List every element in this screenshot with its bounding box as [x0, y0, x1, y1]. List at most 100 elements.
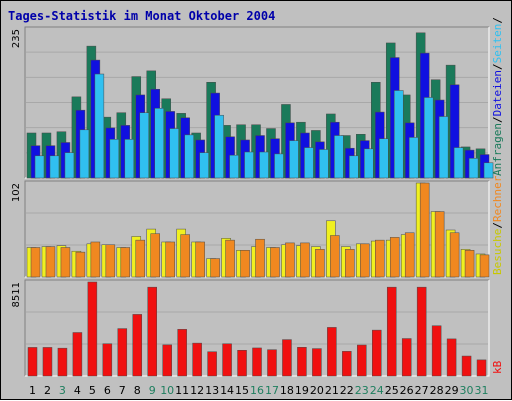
bar-kb-31: [476, 359, 487, 377]
bar-rechner-5: [90, 241, 101, 278]
bar-kb-26: [401, 338, 412, 377]
plot-bevel-dark-top: [24, 26, 489, 178]
bar-rechner-20: [315, 249, 325, 278]
bar-kb-22: [342, 351, 352, 377]
bar-rechner-11: [180, 234, 190, 278]
bar-rechner-27: [419, 182, 430, 278]
bar-seiten-25: [393, 90, 404, 179]
bar-seiten-7: [124, 139, 135, 179]
series-rechner: [30, 182, 490, 278]
bar-seiten-12: [199, 152, 209, 179]
bar-kb-12: [192, 342, 202, 377]
bar-kb-1: [27, 347, 38, 377]
day-label-9: 9: [149, 384, 156, 397]
bar-seiten-23: [364, 148, 374, 179]
legend-seiten: Seiten: [491, 24, 504, 64]
y-max-label-bottom: 8511: [11, 282, 22, 307]
bar-kb-21: [327, 327, 337, 377]
bar-kb-11: [177, 329, 187, 377]
bar-kb-30: [461, 355, 472, 377]
bar-rechner-22: [345, 249, 355, 278]
bar-kb-16: [252, 347, 262, 377]
bar-kb-18: [282, 339, 292, 377]
bar-seiten-26: [408, 137, 419, 179]
bar-kb-3: [57, 347, 68, 377]
bar-rechner-1: [30, 247, 41, 278]
legend-rechner: Rechner: [491, 175, 504, 222]
bar-kb-19: [297, 347, 307, 377]
bar-rechner-29: [449, 232, 460, 278]
bar-rechner-8: [135, 239, 146, 278]
bar-kb-8: [132, 314, 143, 377]
bar-rechner-14: [225, 239, 235, 278]
bar-rechner-25: [389, 237, 400, 278]
bar-rechner-28: [434, 211, 445, 278]
bar-rechner-18: [285, 242, 295, 278]
day-label-27: 27: [415, 384, 429, 397]
bar-kb-17: [267, 349, 277, 377]
legend-kb: kB: [491, 360, 504, 374]
bar-seiten-1: [34, 155, 45, 179]
bar-rechner-16: [255, 238, 265, 278]
legend-bottom: kB: [491, 360, 504, 374]
y-max-label-top: 235: [11, 29, 22, 48]
bar-rechner-4: [75, 251, 86, 278]
bar-seiten-8: [139, 112, 150, 179]
day-label-2: 2: [44, 384, 51, 397]
bar-rechner-21: [330, 235, 340, 278]
bar-seiten-21: [334, 135, 344, 179]
day-label-17: 17: [265, 384, 279, 397]
day-label-25: 25: [385, 384, 399, 397]
bar-kb-25: [386, 286, 397, 377]
bar-kb-4: [72, 332, 83, 377]
bar-rechner-10: [165, 241, 175, 278]
bar-kb-5: [87, 281, 98, 377]
day-label-28: 28: [430, 384, 444, 397]
panel-top: 235 Anfragen/Dateien/Seiten/: [11, 17, 504, 179]
bar-seiten-30: [468, 158, 479, 179]
bar-kb-23: [357, 344, 367, 377]
bar-rechner-13: [210, 258, 220, 278]
bar-seiten-13: [214, 114, 224, 179]
day-label-20: 20: [310, 384, 324, 397]
day-label-3: 3: [59, 384, 66, 397]
bar-rechner-24: [375, 239, 385, 278]
bar-seiten-4: [79, 129, 90, 179]
bar-rechner-31: [479, 254, 490, 278]
day-label-1: 1: [29, 384, 36, 397]
day-label-7: 7: [119, 384, 126, 397]
y-max-label-middle: 102: [11, 183, 22, 202]
bar-kb-6: [102, 343, 113, 377]
bar-seiten-15: [244, 151, 254, 179]
day-label-31: 31: [475, 384, 489, 397]
legend-separator: /: [491, 17, 504, 24]
day-label-23: 23: [355, 384, 369, 397]
day-label-21: 21: [325, 384, 339, 397]
plot-bevel-dark-bottom: [24, 279, 489, 376]
bar-rechner-7: [120, 247, 131, 278]
bar-kb-13: [207, 351, 217, 377]
bar-kb-28: [431, 325, 442, 377]
bar-seiten-20: [319, 149, 329, 179]
bar-seiten-19: [304, 147, 314, 179]
bar-seiten-22: [349, 155, 359, 179]
legend-middle: Besuche/Rechner: [491, 175, 504, 275]
legend-top: Anfragen/Dateien/Seiten/: [491, 17, 504, 176]
day-label-19: 19: [295, 384, 309, 397]
bar-seiten-3: [64, 152, 75, 179]
chart-title: Tages-Statistik im Monat Oktober 2004: [8, 9, 275, 23]
day-label-4: 4: [74, 384, 81, 397]
day-label-30: 30: [460, 384, 474, 397]
day-label-11: 11: [175, 384, 189, 397]
series-kb: [27, 281, 487, 377]
bar-seiten-31: [483, 162, 494, 179]
day-label-16: 16: [250, 384, 264, 397]
bar-rechner-15: [240, 250, 250, 278]
day-label-12: 12: [190, 384, 204, 397]
bar-seiten-9: [154, 108, 164, 179]
bar-kb-7: [117, 328, 128, 377]
bar-seiten-11: [184, 134, 194, 179]
bar-seiten-27: [423, 97, 434, 179]
